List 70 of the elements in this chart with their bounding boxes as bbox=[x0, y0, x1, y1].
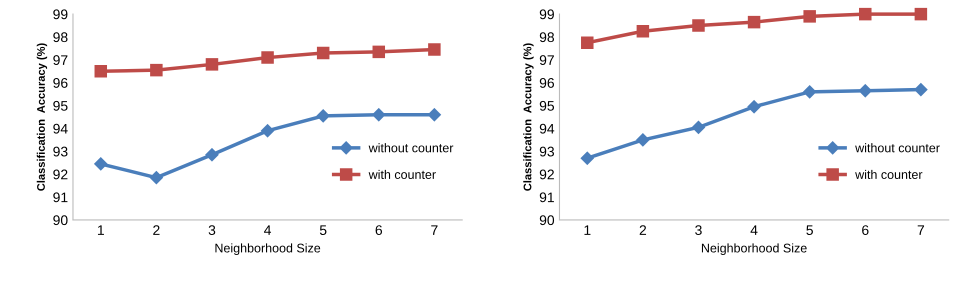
y-tick-label: 92 bbox=[53, 170, 68, 180]
x-axis-title: Neighborhood Size bbox=[702, 243, 807, 255]
y-tick-label: 95 bbox=[540, 100, 554, 111]
y-tick-label: 95 bbox=[53, 100, 68, 111]
legend-label: without counter bbox=[855, 143, 940, 152]
point bbox=[858, 84, 872, 98]
point bbox=[636, 133, 650, 146]
point bbox=[803, 85, 816, 98]
point bbox=[748, 16, 760, 28]
point bbox=[261, 51, 274, 64]
point bbox=[260, 124, 274, 138]
x-tick-label: 4 bbox=[264, 225, 272, 235]
y-tick-label: 99 bbox=[53, 9, 68, 20]
x-tick-label: 7 bbox=[918, 225, 924, 235]
point bbox=[94, 157, 108, 171]
point bbox=[692, 120, 706, 134]
y-tick-label: 97 bbox=[540, 55, 554, 66]
legend-label: with counter bbox=[855, 170, 922, 179]
x-tick-label: 1 bbox=[584, 225, 590, 235]
point bbox=[150, 64, 163, 76]
x-tick-label: 5 bbox=[806, 225, 813, 236]
x-tick-label: 5 bbox=[320, 225, 326, 236]
point bbox=[372, 108, 386, 122]
point bbox=[581, 36, 594, 49]
y-tick-label: 91 bbox=[53, 192, 68, 202]
x-tick-label: 1 bbox=[98, 225, 104, 235]
y-tick-label: 97 bbox=[53, 55, 68, 66]
point bbox=[150, 171, 163, 184]
point bbox=[747, 100, 761, 114]
y-axis-title: Classification Accuracy (%) bbox=[523, 43, 534, 191]
y-tick-label: 90 bbox=[53, 215, 68, 226]
point bbox=[372, 46, 386, 58]
point bbox=[636, 25, 650, 38]
x-tick-label: 3 bbox=[695, 225, 702, 236]
x-tick-label: 4 bbox=[750, 225, 758, 235]
point bbox=[428, 108, 441, 122]
x-tick-label: 2 bbox=[640, 225, 646, 235]
y-tick-label: 99 bbox=[540, 9, 554, 20]
y-tick-label: 96 bbox=[53, 78, 68, 88]
y-tick-label: 93 bbox=[540, 146, 554, 157]
y-tick-label: 92 bbox=[540, 170, 554, 180]
point bbox=[428, 43, 441, 56]
y-tick-label: 98 bbox=[540, 32, 554, 42]
x-tick-label: 6 bbox=[862, 225, 869, 236]
legend-label: with counter bbox=[368, 170, 436, 179]
x-tick-label: 3 bbox=[208, 225, 216, 236]
point bbox=[803, 10, 816, 23]
point bbox=[692, 19, 705, 32]
x-tick-label: 7 bbox=[431, 225, 438, 235]
x-axis-title: Neighborhood Size bbox=[215, 243, 320, 255]
point bbox=[94, 65, 108, 78]
y-tick-label: 93 bbox=[53, 146, 68, 157]
point bbox=[316, 109, 330, 122]
legend-label: without counter bbox=[368, 143, 454, 152]
y-axis-title: Classification Accuracy (%) bbox=[36, 43, 48, 191]
point bbox=[914, 82, 928, 96]
y-tick-label: 91 bbox=[540, 192, 554, 202]
x-tick-label: 2 bbox=[153, 225, 160, 235]
y-tick-label: 98 bbox=[53, 32, 68, 42]
point bbox=[859, 8, 872, 20]
y-tick-label: 96 bbox=[540, 78, 554, 88]
point bbox=[206, 58, 218, 71]
point bbox=[914, 8, 928, 20]
x-tick-label: 6 bbox=[376, 225, 382, 236]
y-tick-label: 94 bbox=[53, 124, 68, 134]
y-tick-label: 90 bbox=[540, 215, 554, 226]
point bbox=[580, 152, 594, 165]
y-tick-label: 94 bbox=[540, 124, 554, 134]
point bbox=[205, 148, 219, 162]
point bbox=[316, 46, 330, 60]
